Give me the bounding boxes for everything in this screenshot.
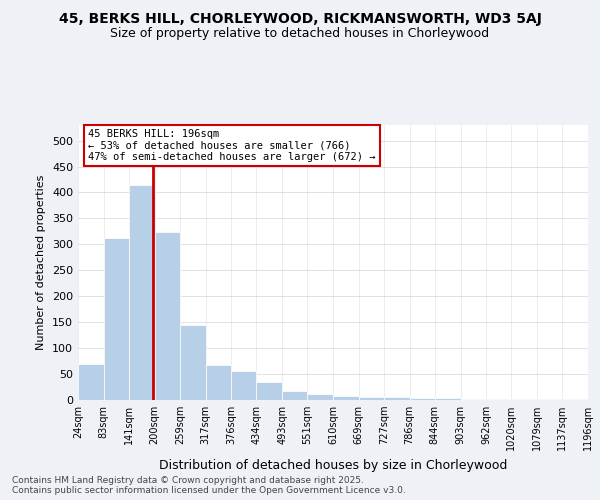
Text: Size of property relative to detached houses in Chorleywood: Size of property relative to detached ho… xyxy=(110,28,490,40)
Bar xyxy=(129,184,155,400)
Bar xyxy=(205,364,231,400)
X-axis label: Distribution of detached houses by size in Chorleywood: Distribution of detached houses by size … xyxy=(159,458,507,471)
Bar xyxy=(78,364,104,400)
Bar xyxy=(104,238,129,400)
Y-axis label: Number of detached properties: Number of detached properties xyxy=(37,175,46,350)
Bar xyxy=(231,372,256,400)
Bar xyxy=(435,398,461,400)
Text: 45, BERKS HILL, CHORLEYWOOD, RICKMANSWORTH, WD3 5AJ: 45, BERKS HILL, CHORLEYWOOD, RICKMANSWOR… xyxy=(59,12,541,26)
Bar xyxy=(307,394,333,400)
Bar xyxy=(333,396,359,400)
Bar xyxy=(461,399,486,400)
Bar xyxy=(384,398,410,400)
Bar xyxy=(155,232,180,400)
Bar xyxy=(359,397,384,400)
Bar xyxy=(486,399,511,400)
Bar xyxy=(256,382,282,400)
Bar xyxy=(410,398,435,400)
Bar xyxy=(180,326,205,400)
Text: Contains HM Land Registry data © Crown copyright and database right 2025.
Contai: Contains HM Land Registry data © Crown c… xyxy=(12,476,406,495)
Bar xyxy=(282,390,307,400)
Text: 45 BERKS HILL: 196sqm
← 53% of detached houses are smaller (766)
47% of semi-det: 45 BERKS HILL: 196sqm ← 53% of detached … xyxy=(88,129,376,162)
